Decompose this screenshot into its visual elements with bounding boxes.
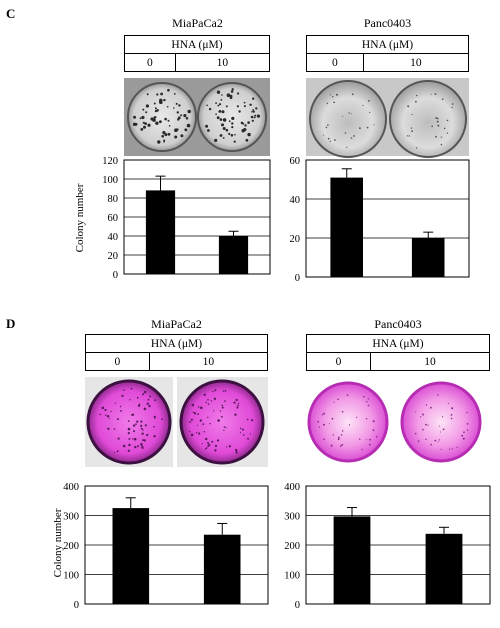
y-tick-label: 20 [290,234,301,245]
bar-10 [411,238,445,277]
hna-dose-10: 10 [174,53,271,72]
bar-10 [203,534,241,604]
y-tick-label: 120 [102,156,118,167]
y-tick-label: 200 [284,541,300,552]
bar-0 [333,516,371,604]
plot-frame [305,159,470,278]
y-tick-label: 80 [108,194,119,205]
y-tick-label: 100 [284,571,300,582]
y-tick-label: 300 [284,512,300,523]
plate-image-d-panc0403 [306,377,490,467]
bar-0 [145,190,176,274]
y-tick-label: 20 [108,251,119,262]
y-tick-label: 200 [63,541,79,552]
y-tick-label: 40 [108,232,119,243]
plate-image-d-miapaca2 [85,377,268,467]
y-tick-label: 100 [102,175,118,186]
title-c-panc0403: Panc0403 [363,16,412,30]
plate-image-c-miapaca2 [124,78,270,156]
y-tick-label: 60 [290,156,301,167]
y-tick-label: 60 [108,213,119,224]
plot-frame [305,485,491,605]
title-d-miapaca2: MiaPaCa2 [151,317,202,331]
y-tick-label: 0 [295,273,300,284]
y-tick-label: 400 [284,482,300,493]
panel-letter-c: C [6,6,16,21]
hna-dose-0: 0 [305,352,372,371]
title-d-panc0403: Panc0403 [374,317,422,331]
plate-image-c-panc0403 [306,78,469,158]
y-tick-label: 400 [63,482,79,493]
y-tick-label: 0 [74,600,79,611]
bar-10 [218,236,249,274]
y-tick-label: 0 [295,600,300,611]
hna-table-d-miapaca2: HNA (μM) 0 10 [85,334,269,371]
title-c-miapaca2: MiaPaCa2 [172,16,223,30]
panel-letter-d: D [6,316,16,331]
hna-header: HNA (μM) [124,35,270,54]
y-tick-label: 100 [63,571,79,582]
hna-dose-0: 0 [85,352,150,371]
y-tick-label: 40 [290,195,301,206]
plot-frame [84,485,269,605]
bar-10 [425,533,463,604]
colony-dots [132,88,261,144]
bar-0 [330,177,363,277]
hna-table-c-miapaca2: HNA (μM) 0 10 [124,35,271,72]
y-tick-label: 300 [63,512,79,523]
hna-dose-10: 10 [148,352,269,371]
bar-0 [112,508,150,604]
hna-dose-0: 0 [124,53,176,72]
y-tick-label: 0 [113,270,118,281]
hna-dose-10: 10 [370,352,490,371]
hna-table-d-panc0403: HNA (μM) 0 10 [305,334,490,371]
hna-dose-10: 10 [362,53,470,72]
hna-table-c-panc0403: HNA (μM) 0 10 [306,35,470,72]
plot-frame [123,159,271,275]
